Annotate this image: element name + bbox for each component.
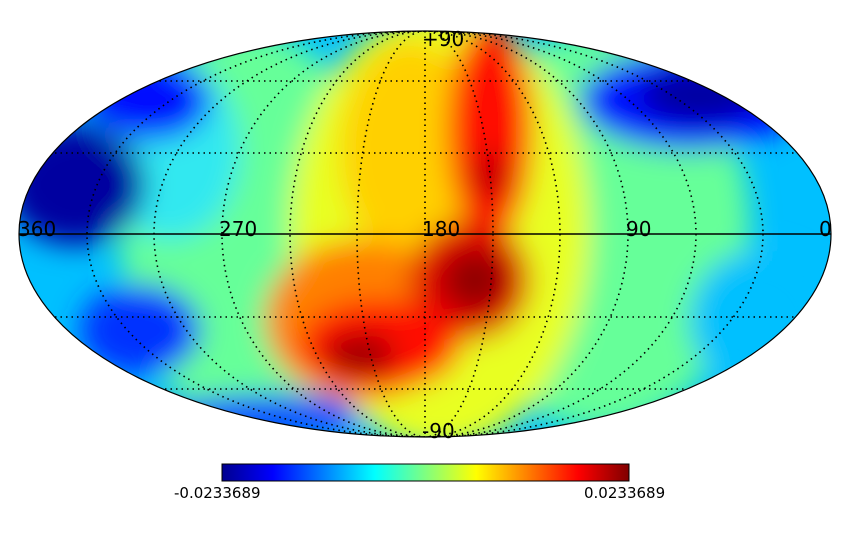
colorbar-min-label: -0.0233689 — [174, 484, 261, 502]
lon-label-90: 90 — [626, 217, 651, 241]
colorbar: -0.0233689 0.0233689 — [174, 463, 665, 502]
colorbar-max-label: 0.0233689 — [584, 484, 665, 502]
map-outline — [18, 30, 832, 438]
colorbar-gradient — [221, 463, 630, 482]
lat-label-bottom: -90 — [422, 419, 455, 443]
lon-label-180: 180 — [422, 217, 460, 241]
lon-label-0: 0 — [819, 217, 832, 241]
lon-label-270: 270 — [219, 217, 257, 241]
anisotropy-field — [19, 31, 830, 437]
lon-label-360: 360 — [18, 217, 56, 241]
lat-label-top: +90 — [422, 27, 464, 51]
map-ellipse — [19, 31, 831, 437]
